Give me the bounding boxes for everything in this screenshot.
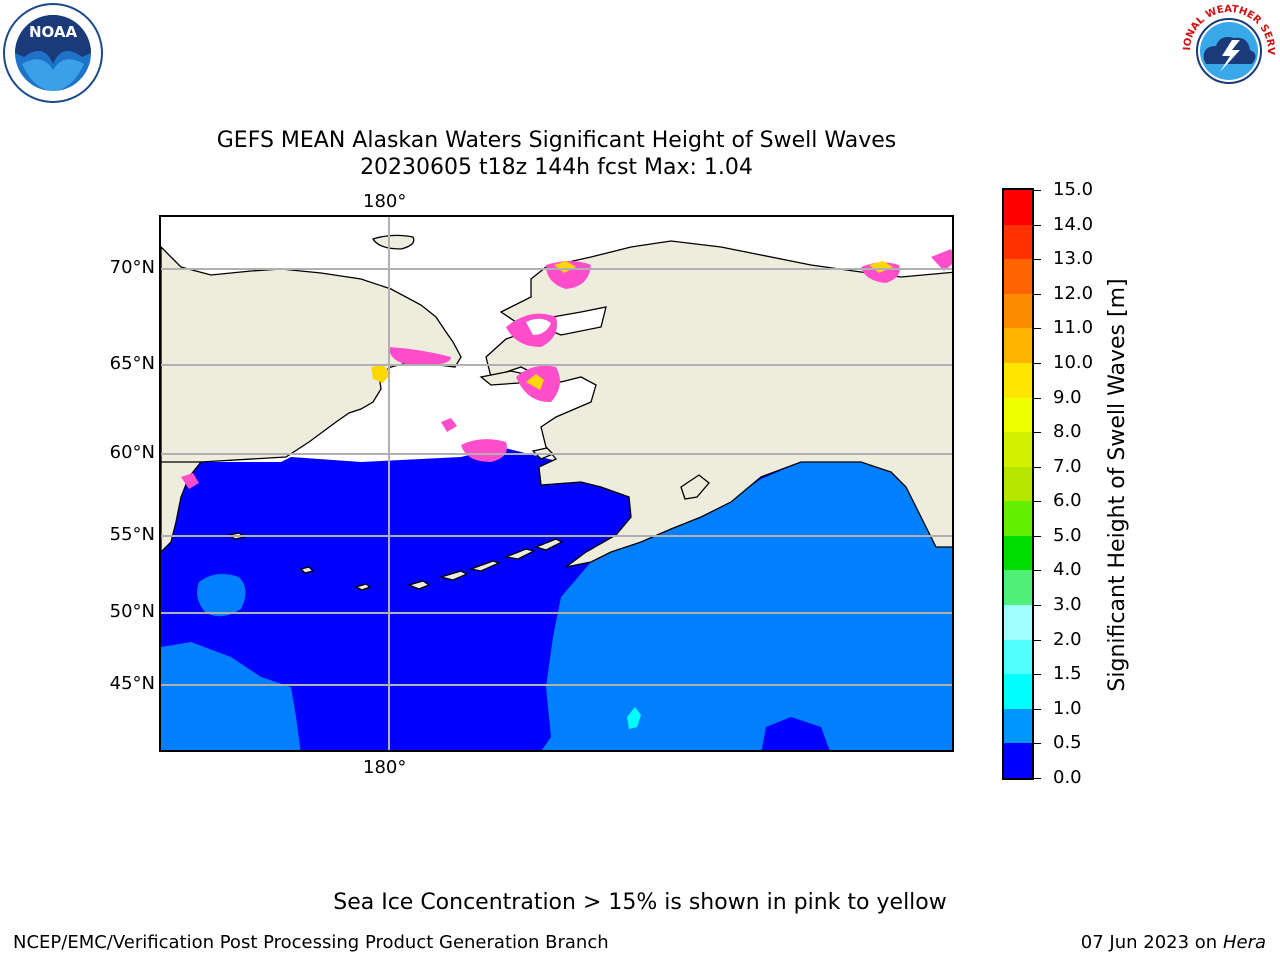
colorbar-tick-label: 2.0 [1053,628,1082,650]
lon-label-bottom: 180° [363,757,407,778]
lat-label-70: 70°N [109,257,155,278]
colorbar-tick-mark [1034,501,1041,503]
lat-label-50: 50°N [109,601,155,622]
colorbar-tick-mark [1034,674,1041,676]
colorbar-title: Significant Height of Swell Waves [m] [1105,278,1130,692]
colorbar-segment [1004,501,1032,537]
colorbar-tick-label: 4.0 [1053,559,1082,581]
colorbar [1002,188,1034,780]
colorbar-tick-mark [1034,362,1041,364]
land-kamchatka [161,461,203,553]
colorbar-tick-label: 3.0 [1053,594,1082,616]
colorbar-tick-mark [1034,639,1041,641]
colorbar-tick-label: 13.0 [1053,248,1094,270]
footer-branch: NCEP/EMC/Verification Post Processing Pr… [13,932,609,953]
colorbar-segment [1004,397,1032,433]
colorbar-tick-mark [1034,432,1041,434]
colorbar-tick-label: 0.0 [1053,767,1082,788]
chart-subtitle: 20230605 t18z 144h fcst Max: 1.04 [360,155,753,180]
colorbar-tick-mark [1034,190,1041,191]
colorbar-tick-label: 1.5 [1053,663,1082,685]
colorbar-tick-mark [1034,224,1041,226]
sea-ice-note: Sea Ice Concentration > 15% is shown in … [333,890,947,915]
colorbar-segment [1004,570,1032,606]
map-svg [161,217,952,750]
lat-label-55: 55°N [109,524,155,545]
colorbar-segment [1004,328,1032,364]
colorbar-tick-label: 8.0 [1053,421,1082,443]
colorbar-segment [1004,432,1032,468]
colorbar-tick-label: 6.0 [1053,490,1082,512]
colorbar-segment [1004,743,1032,779]
ocean-mid-swell-blob [197,573,246,617]
colorbar-tick-mark [1034,605,1041,607]
colorbar-tick-label: 11.0 [1053,317,1094,339]
colorbar-tick-label: 7.0 [1053,455,1082,477]
nws-logo: NATIONAL WEATHER SERVICE [1180,2,1276,98]
colorbar-tick-label: 5.0 [1053,524,1082,546]
colorbar-segment [1004,674,1032,710]
graticule [161,217,952,750]
colorbar-tick-mark [1034,328,1041,330]
colorbar-tick-label: 10.0 [1053,351,1094,373]
colorbar-segment [1004,293,1032,329]
colorbar-tick-label: 1.0 [1053,697,1082,719]
lat-label-45: 45°N [109,673,155,694]
ocean-high-swell-spots [627,707,641,729]
colorbar-segment [1004,466,1032,502]
colorbar-tick-mark [1034,570,1041,572]
colorbar-segment [1004,535,1032,571]
lat-label-65: 65°N [109,353,155,374]
colorbar-segment [1004,224,1032,260]
colorbar-segment [1004,259,1032,295]
noaa-logo: NOAA [3,3,103,103]
colorbar-segment [1004,708,1032,744]
colorbar-tick-mark [1034,778,1041,779]
colorbar-tick-label: 12.0 [1053,282,1094,304]
land-kodiak [680,474,710,500]
ocean-low-swell-blob [761,717,830,750]
ocean-mid-swell-southwest [161,642,301,750]
colorbar-tick-mark [1034,743,1041,745]
colorbar-tick-mark [1034,535,1041,537]
chart-title: GEFS MEAN Alaskan Waters Significant Hei… [216,128,897,153]
colorbar-tick-mark [1034,708,1041,710]
svg-text:NOAA: NOAA [29,23,78,41]
colorbar-segment [1004,362,1032,399]
colorbar-tick-label: 9.0 [1053,386,1082,408]
land-wrangel [372,234,415,250]
lon-label-top: 180° [363,191,407,212]
colorbar-tick-mark [1034,397,1041,399]
colorbar-segment [1004,190,1032,226]
colorbar-tick-label: 15.0 [1053,179,1094,200]
colorbar-tick-label: 14.0 [1053,213,1094,235]
colorbar-tick-mark [1034,466,1041,468]
colorbar-tick-mark [1034,293,1041,295]
colorbar-tick-label: 0.5 [1053,732,1082,754]
colorbar-segment [1004,605,1032,641]
map-panel [159,215,954,752]
footer-date: 07 Jun 2023 on Hera [1080,932,1266,953]
colorbar-tick-mark [1034,259,1041,261]
lat-label-60: 60°N [109,442,155,463]
colorbar-segment [1004,639,1032,675]
